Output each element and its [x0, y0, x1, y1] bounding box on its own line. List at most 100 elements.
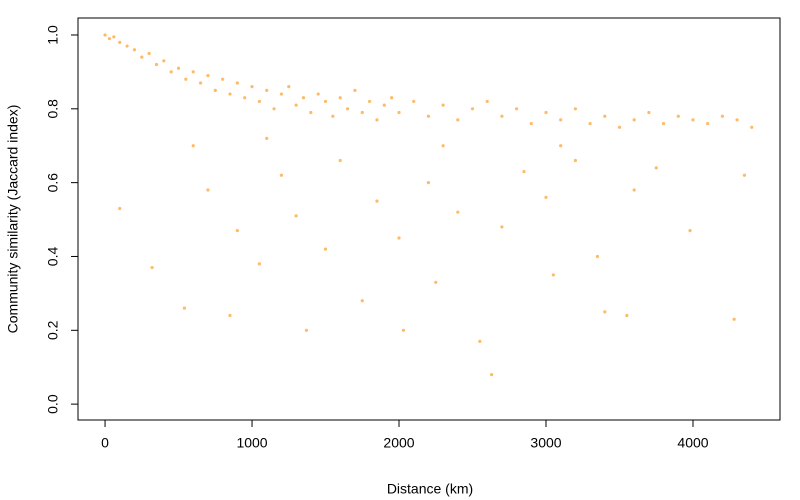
point: [316, 92, 320, 96]
point: [390, 96, 394, 100]
point: [257, 99, 261, 104]
y-tick-label: 1.0: [45, 25, 61, 45]
point: [529, 121, 533, 126]
point: [184, 77, 188, 81]
point: [485, 99, 489, 104]
point: [309, 110, 313, 115]
point: [228, 313, 232, 318]
y-tick-label: 0.0: [45, 394, 61, 414]
point: [632, 118, 636, 122]
point: [661, 121, 666, 126]
point: [345, 107, 350, 111]
point: [573, 107, 577, 111]
point: [338, 96, 342, 100]
point: [426, 181, 431, 185]
point: [140, 55, 144, 59]
point: [162, 59, 166, 63]
point: [500, 114, 504, 118]
point: [375, 118, 379, 122]
point: [147, 51, 151, 56]
x-tick-label: 3000: [530, 435, 561, 451]
point: [573, 158, 577, 163]
y-tick-label: 0.8: [45, 99, 61, 119]
point: [360, 110, 364, 115]
point: [676, 114, 680, 118]
point: [375, 199, 379, 203]
point: [125, 44, 129, 48]
point: [198, 81, 203, 85]
point: [426, 114, 431, 118]
point: [191, 144, 195, 148]
point: [250, 85, 254, 89]
point: [588, 121, 592, 126]
point: [470, 107, 475, 111]
point: [522, 169, 526, 174]
point: [294, 214, 298, 218]
point: [272, 107, 276, 111]
point: [456, 210, 460, 214]
point: [691, 118, 695, 122]
point: [441, 144, 445, 148]
point: [191, 70, 195, 74]
point: [279, 92, 284, 96]
point: [750, 125, 754, 129]
point: [603, 114, 607, 118]
point: [441, 103, 445, 107]
point: [500, 225, 504, 229]
point: [112, 35, 116, 39]
x-tick-label: 1000: [236, 435, 267, 451]
point: [647, 110, 651, 115]
point: [559, 118, 563, 122]
point: [176, 66, 181, 70]
point: [544, 110, 548, 115]
point: [434, 280, 438, 284]
point: [221, 77, 225, 81]
point: [544, 195, 548, 200]
point: [559, 144, 563, 148]
point: [382, 103, 386, 107]
point: [228, 92, 232, 96]
point: [688, 229, 692, 233]
point: [742, 173, 747, 177]
y-tick-label: 0.2: [45, 320, 61, 340]
point: [103, 33, 107, 37]
point: [632, 188, 636, 192]
x-tick-label: 2000: [383, 435, 414, 451]
point: [150, 265, 154, 270]
point: [735, 118, 739, 122]
point: [118, 40, 122, 44]
y-axis-label: Community similarity (Jaccard index): [5, 105, 21, 334]
point: [397, 236, 401, 240]
x-tick-label: 4000: [677, 435, 708, 451]
point: [515, 107, 519, 111]
x-axis-label: Distance (km): [387, 481, 473, 497]
point: [323, 247, 328, 251]
point: [654, 166, 658, 170]
point: [360, 299, 364, 303]
point: [257, 262, 261, 266]
point: [154, 62, 159, 67]
point: [265, 88, 269, 92]
point: [265, 136, 269, 140]
point: [169, 70, 173, 74]
point: [617, 125, 622, 129]
point: [706, 121, 710, 126]
point: [235, 229, 239, 233]
point: [182, 306, 187, 310]
plot-frame: [77, 17, 781, 421]
point: [490, 372, 494, 377]
point: [401, 328, 406, 332]
point: [235, 81, 239, 85]
point: [294, 103, 298, 107]
point: [107, 37, 112, 41]
point: [478, 339, 482, 343]
point: [625, 313, 629, 318]
point: [206, 73, 210, 78]
point: [304, 328, 309, 332]
point: [118, 206, 122, 211]
point: [206, 188, 210, 192]
point: [397, 110, 401, 115]
point: [331, 114, 335, 118]
